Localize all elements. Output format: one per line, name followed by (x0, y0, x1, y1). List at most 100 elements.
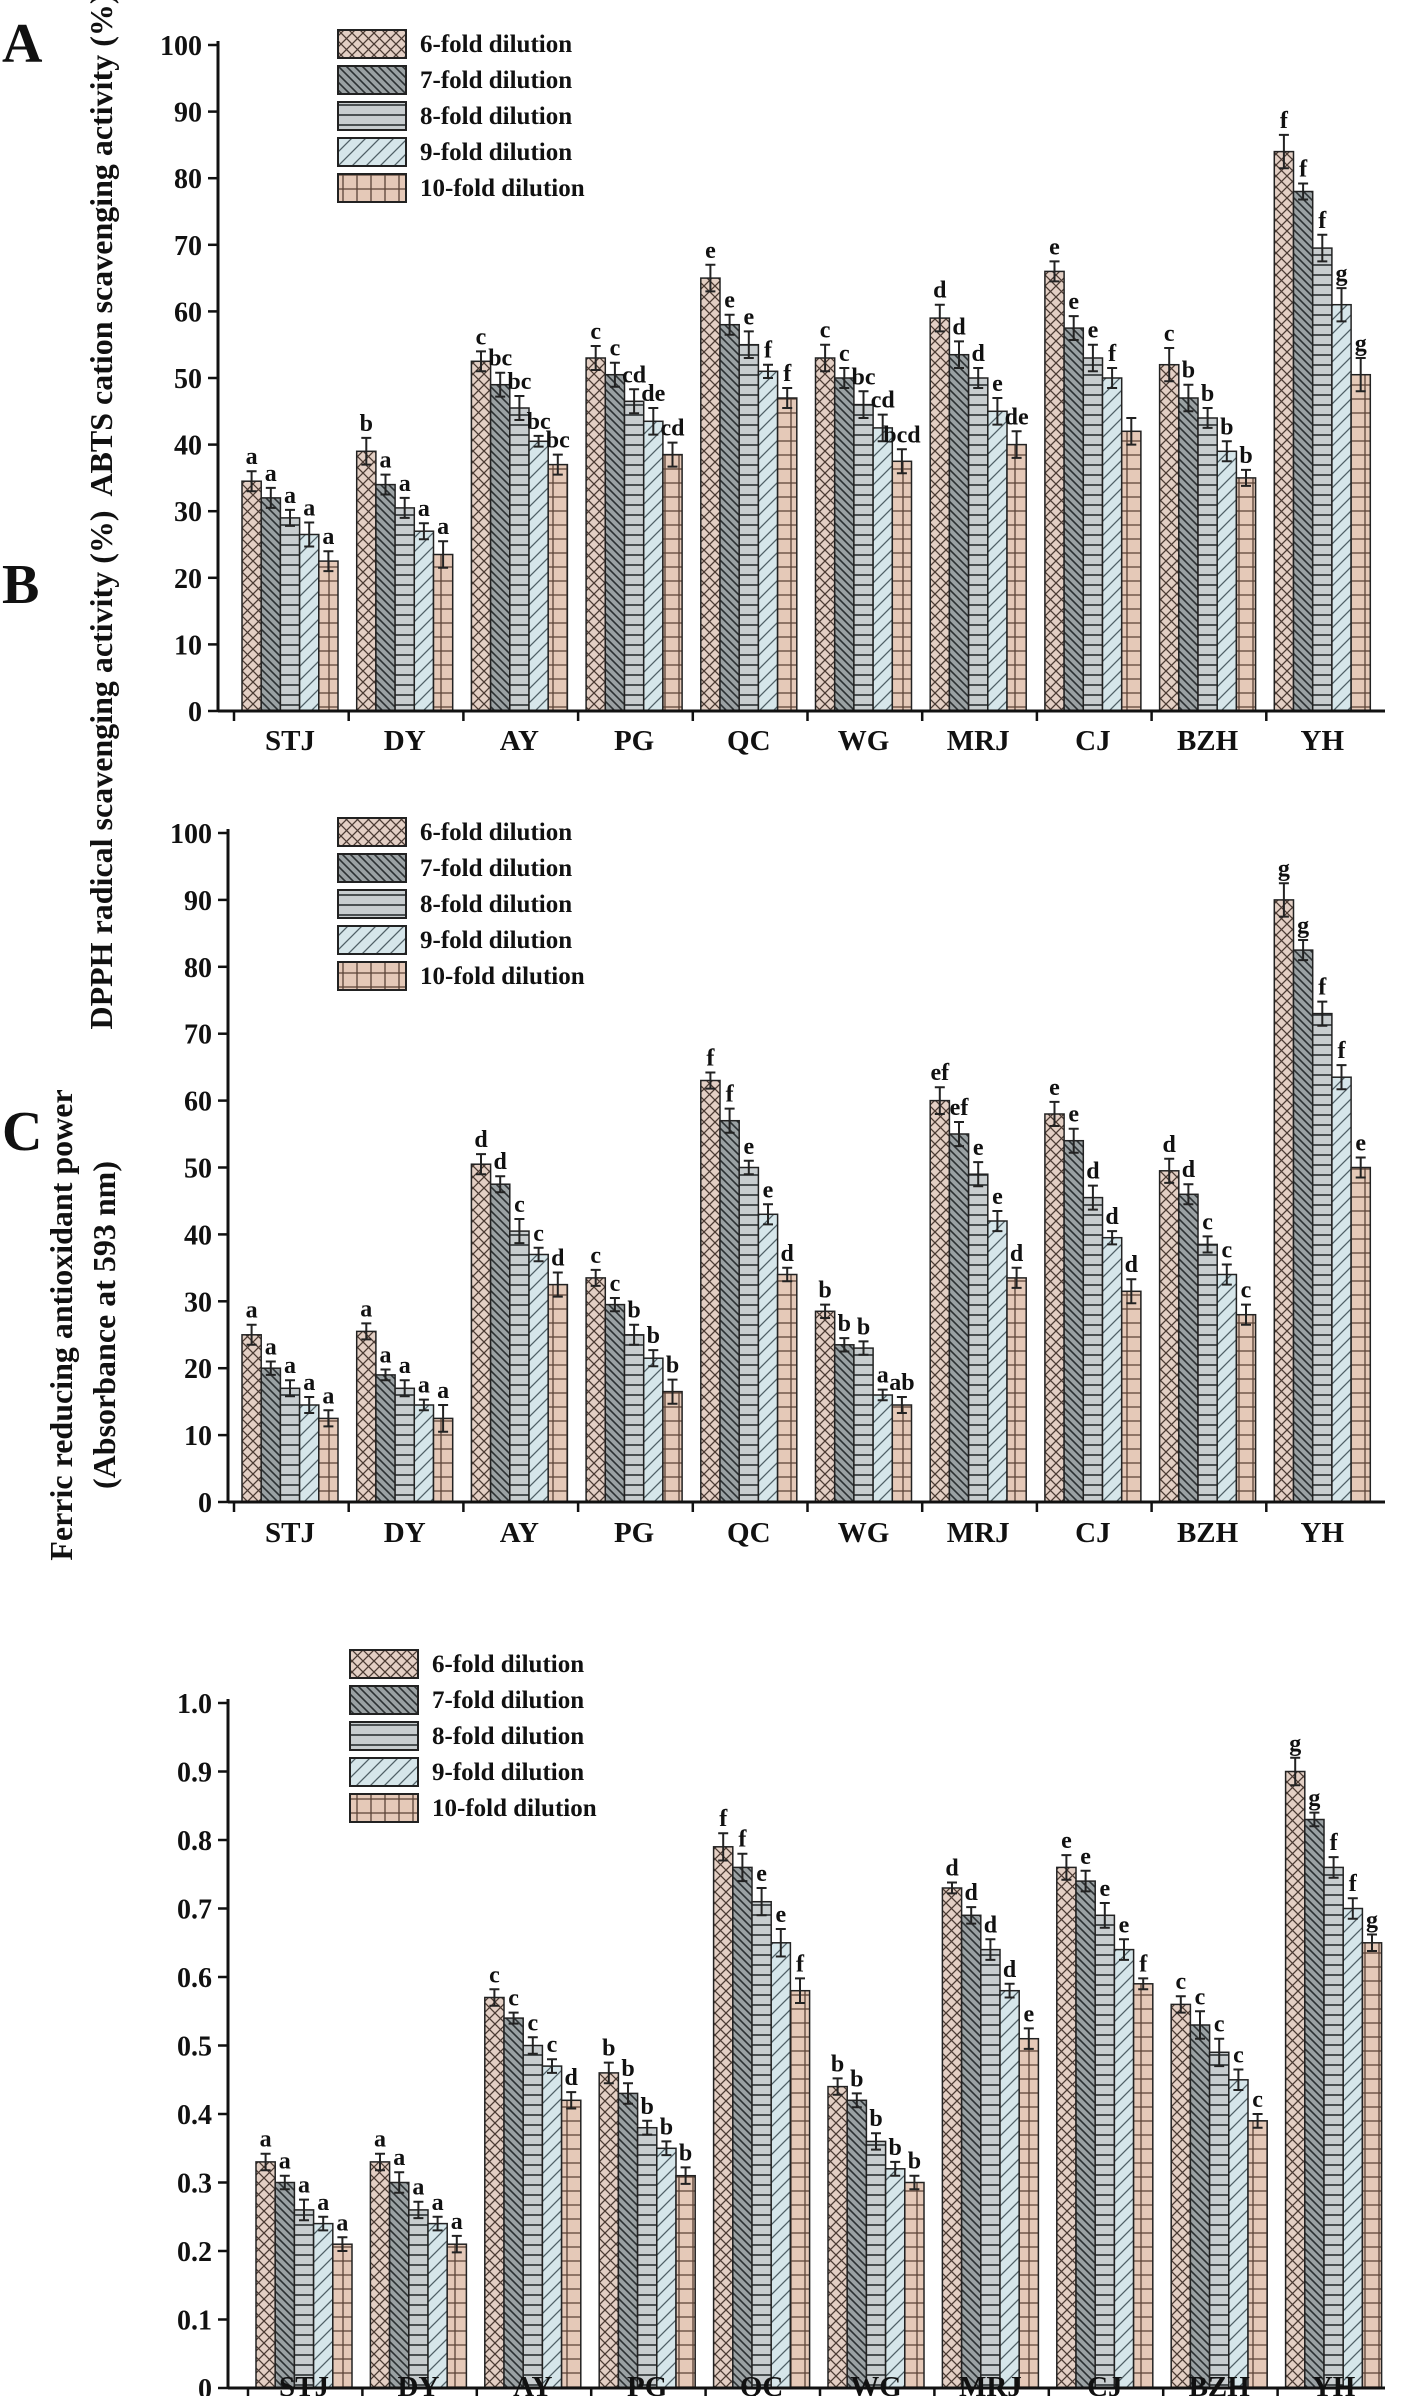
sig-label-a-YH-s7: f (1299, 157, 1308, 183)
legend-swatch-c-7 (349, 1685, 419, 1715)
sig-label-c-BZH-s10: c (1252, 2087, 1263, 2113)
legend-swatch-b-8 (337, 889, 407, 919)
sig-label-b-DY-s9: a (418, 1373, 430, 1399)
error-bar-b-MRJ-s10 (1011, 1266, 1022, 1289)
error-bar-c-MRJ-s9 (1004, 1982, 1015, 1999)
sig-label-b-QC-s6: f (706, 1046, 715, 1072)
error-bar-c-CJ-s7 (1080, 1869, 1091, 1893)
error-bar-a-BZH-s8 (1202, 407, 1213, 429)
y-tick-label-b: 80 (184, 953, 212, 984)
bar-b-PG-s7 (604, 1303, 626, 1503)
error-bar-b-DY-s10 (438, 1404, 449, 1433)
error-bar-b-QC-s8 (743, 1159, 754, 1176)
bar-c-PG-s7 (617, 2092, 639, 2389)
sig-label-c-MRJ-s10: e (1023, 2001, 1034, 2027)
sig-label-c-BZH-s8: c (1214, 2012, 1225, 2038)
y-tick-label-a: 40 (174, 431, 202, 462)
sig-label-b-PG-s7: c (610, 1271, 621, 1297)
sig-label-a-BZH-s7: b (1182, 358, 1195, 384)
y-tick-label-c: 0.3 (177, 2169, 212, 2200)
sig-label-b-MRJ-s8: e (973, 1135, 984, 1161)
bar-c-CJ-s10 (1132, 1983, 1154, 2389)
sig-label-a-WG-s6: c (820, 318, 831, 344)
sig-label-b-MRJ-s9: e (992, 1184, 1003, 1210)
category-label-c-BZH: BZH (1189, 2371, 1251, 2396)
bar-a-AY-s9 (528, 440, 549, 712)
error-bar-b-YH-s10 (1355, 1156, 1366, 1179)
bar-a-MRJ-s9 (987, 410, 1008, 712)
category-label-c-CJ: CJ (1087, 2371, 1122, 2396)
bar-b-QC-s8 (738, 1166, 760, 1503)
bar-c-QC-s6 (712, 1846, 734, 2389)
y-tick-label-c: 1.0 (177, 1689, 212, 1720)
error-bar-c-WG-s10 (909, 2174, 920, 2191)
sig-label-a-DY-s7: a (380, 448, 392, 474)
panel-b-legend: 6-fold dilution 7-fold dilution 8-fold dil… (337, 817, 585, 991)
y-tick-label-c: 0.4 (177, 2100, 212, 2131)
error-bar-c-AY-s8 (527, 2036, 538, 2055)
error-bar-c-BZH-s10 (1252, 2113, 1263, 2129)
bar-c-AY-s6 (484, 1996, 505, 2389)
sig-label-b-STJ-s7: a (265, 1335, 277, 1361)
bar-c-STJ-s10 (332, 2243, 353, 2389)
category-label-c-MRJ: MRJ (959, 2371, 1022, 2396)
error-bar-b-STJ-s7 (265, 1360, 276, 1376)
error-bar-b-CJ-s9 (1107, 1230, 1118, 1246)
sig-label-c-DY-s8: a (412, 2175, 424, 2201)
bar-c-WG-s7 (846, 2099, 868, 2389)
bar-b-MRJ-s9 (987, 1220, 1008, 1503)
y-tick-label-b: 0 (198, 1488, 212, 1519)
sig-label-b-BZH-s9: c (1221, 1238, 1232, 1264)
sig-label-a-QC-s10: f (783, 361, 792, 387)
sig-label-b-CJ-s9: d (1105, 1204, 1119, 1230)
bar-c-YH-s10 (1361, 1942, 1383, 2389)
bar-c-MRJ-s6 (941, 1887, 963, 2389)
bar-a-DY-s7 (375, 483, 396, 712)
y-tick-label-c: 0.2 (177, 2237, 212, 2268)
legend-swatch-a-10 (337, 173, 407, 203)
error-bar-b-CJ-s6 (1049, 1100, 1060, 1127)
error-bar-b-STJ-s10 (323, 1409, 334, 1428)
sig-label-c-DY-s10: a (451, 2209, 463, 2235)
error-bar-c-PG-s7 (623, 2082, 633, 2105)
bar-a-AY-s10 (547, 463, 569, 712)
error-bar-a-CJ-s8 (1087, 343, 1098, 373)
error-bar-a-CJ-s7 (1068, 315, 1079, 341)
category-label-a-QC: QC (727, 725, 771, 757)
category-label-b-DY: DY (384, 1517, 426, 1549)
error-bar-b-AY-s8 (514, 1218, 525, 1245)
legend-swatch-b-9 (337, 925, 407, 955)
error-bar-b-CJ-s8 (1087, 1184, 1098, 1211)
error-bar-a-STJ-s7 (265, 486, 276, 509)
legend-swatch-a-6 (337, 29, 407, 59)
panel-b-ylabel-text: DPPH radical scavenging activity (%) (83, 510, 119, 1029)
category-label-b-STJ: STJ (265, 1517, 315, 1549)
bar-b-DY-s6 (355, 1330, 377, 1503)
error-bar-b-AY-s9 (533, 1246, 544, 1263)
bar-c-BZH-s10 (1247, 2120, 1268, 2389)
error-bar-a-WG-s8 (858, 390, 869, 419)
y-tick-label-a: 80 (174, 164, 202, 195)
sig-label-b-WG-s10: ab (889, 1370, 914, 1396)
bar-c-MRJ-s7 (960, 1914, 982, 2389)
sig-label-a-CJ-s7: e (1068, 289, 1079, 315)
bar-b-AY-s10 (547, 1283, 569, 1503)
error-bar-b-YH-s9 (1336, 1064, 1347, 1091)
sig-label-a-CJ-s6: e (1049, 234, 1060, 260)
sig-label-c-QC-s10: f (796, 1951, 805, 1977)
bar-a-QC-s6 (700, 277, 721, 712)
error-bar-a-PG-s9 (648, 407, 659, 436)
error-bar-b-QC-s7 (724, 1107, 735, 1134)
sig-label-b-QC-s9: e (763, 1177, 774, 1203)
error-bar-a-PG-s7 (609, 361, 620, 388)
y-tick-label-c: 0.8 (177, 1826, 212, 1857)
sig-label-a-MRJ-s10: de (1005, 404, 1029, 430)
sig-label-c-PG-s8: b (641, 2094, 654, 2120)
error-bar-a-BZH-s9 (1221, 440, 1232, 463)
sig-label-a-AY-s10: bc (546, 428, 570, 454)
sig-label-a-STJ-s6: a (246, 444, 258, 470)
sig-label-b-MRJ-s7: ef (950, 1095, 970, 1121)
sig-label-a-PG-s10: cd (661, 416, 686, 442)
sig-label-a-MRJ-s9: e (992, 371, 1003, 397)
